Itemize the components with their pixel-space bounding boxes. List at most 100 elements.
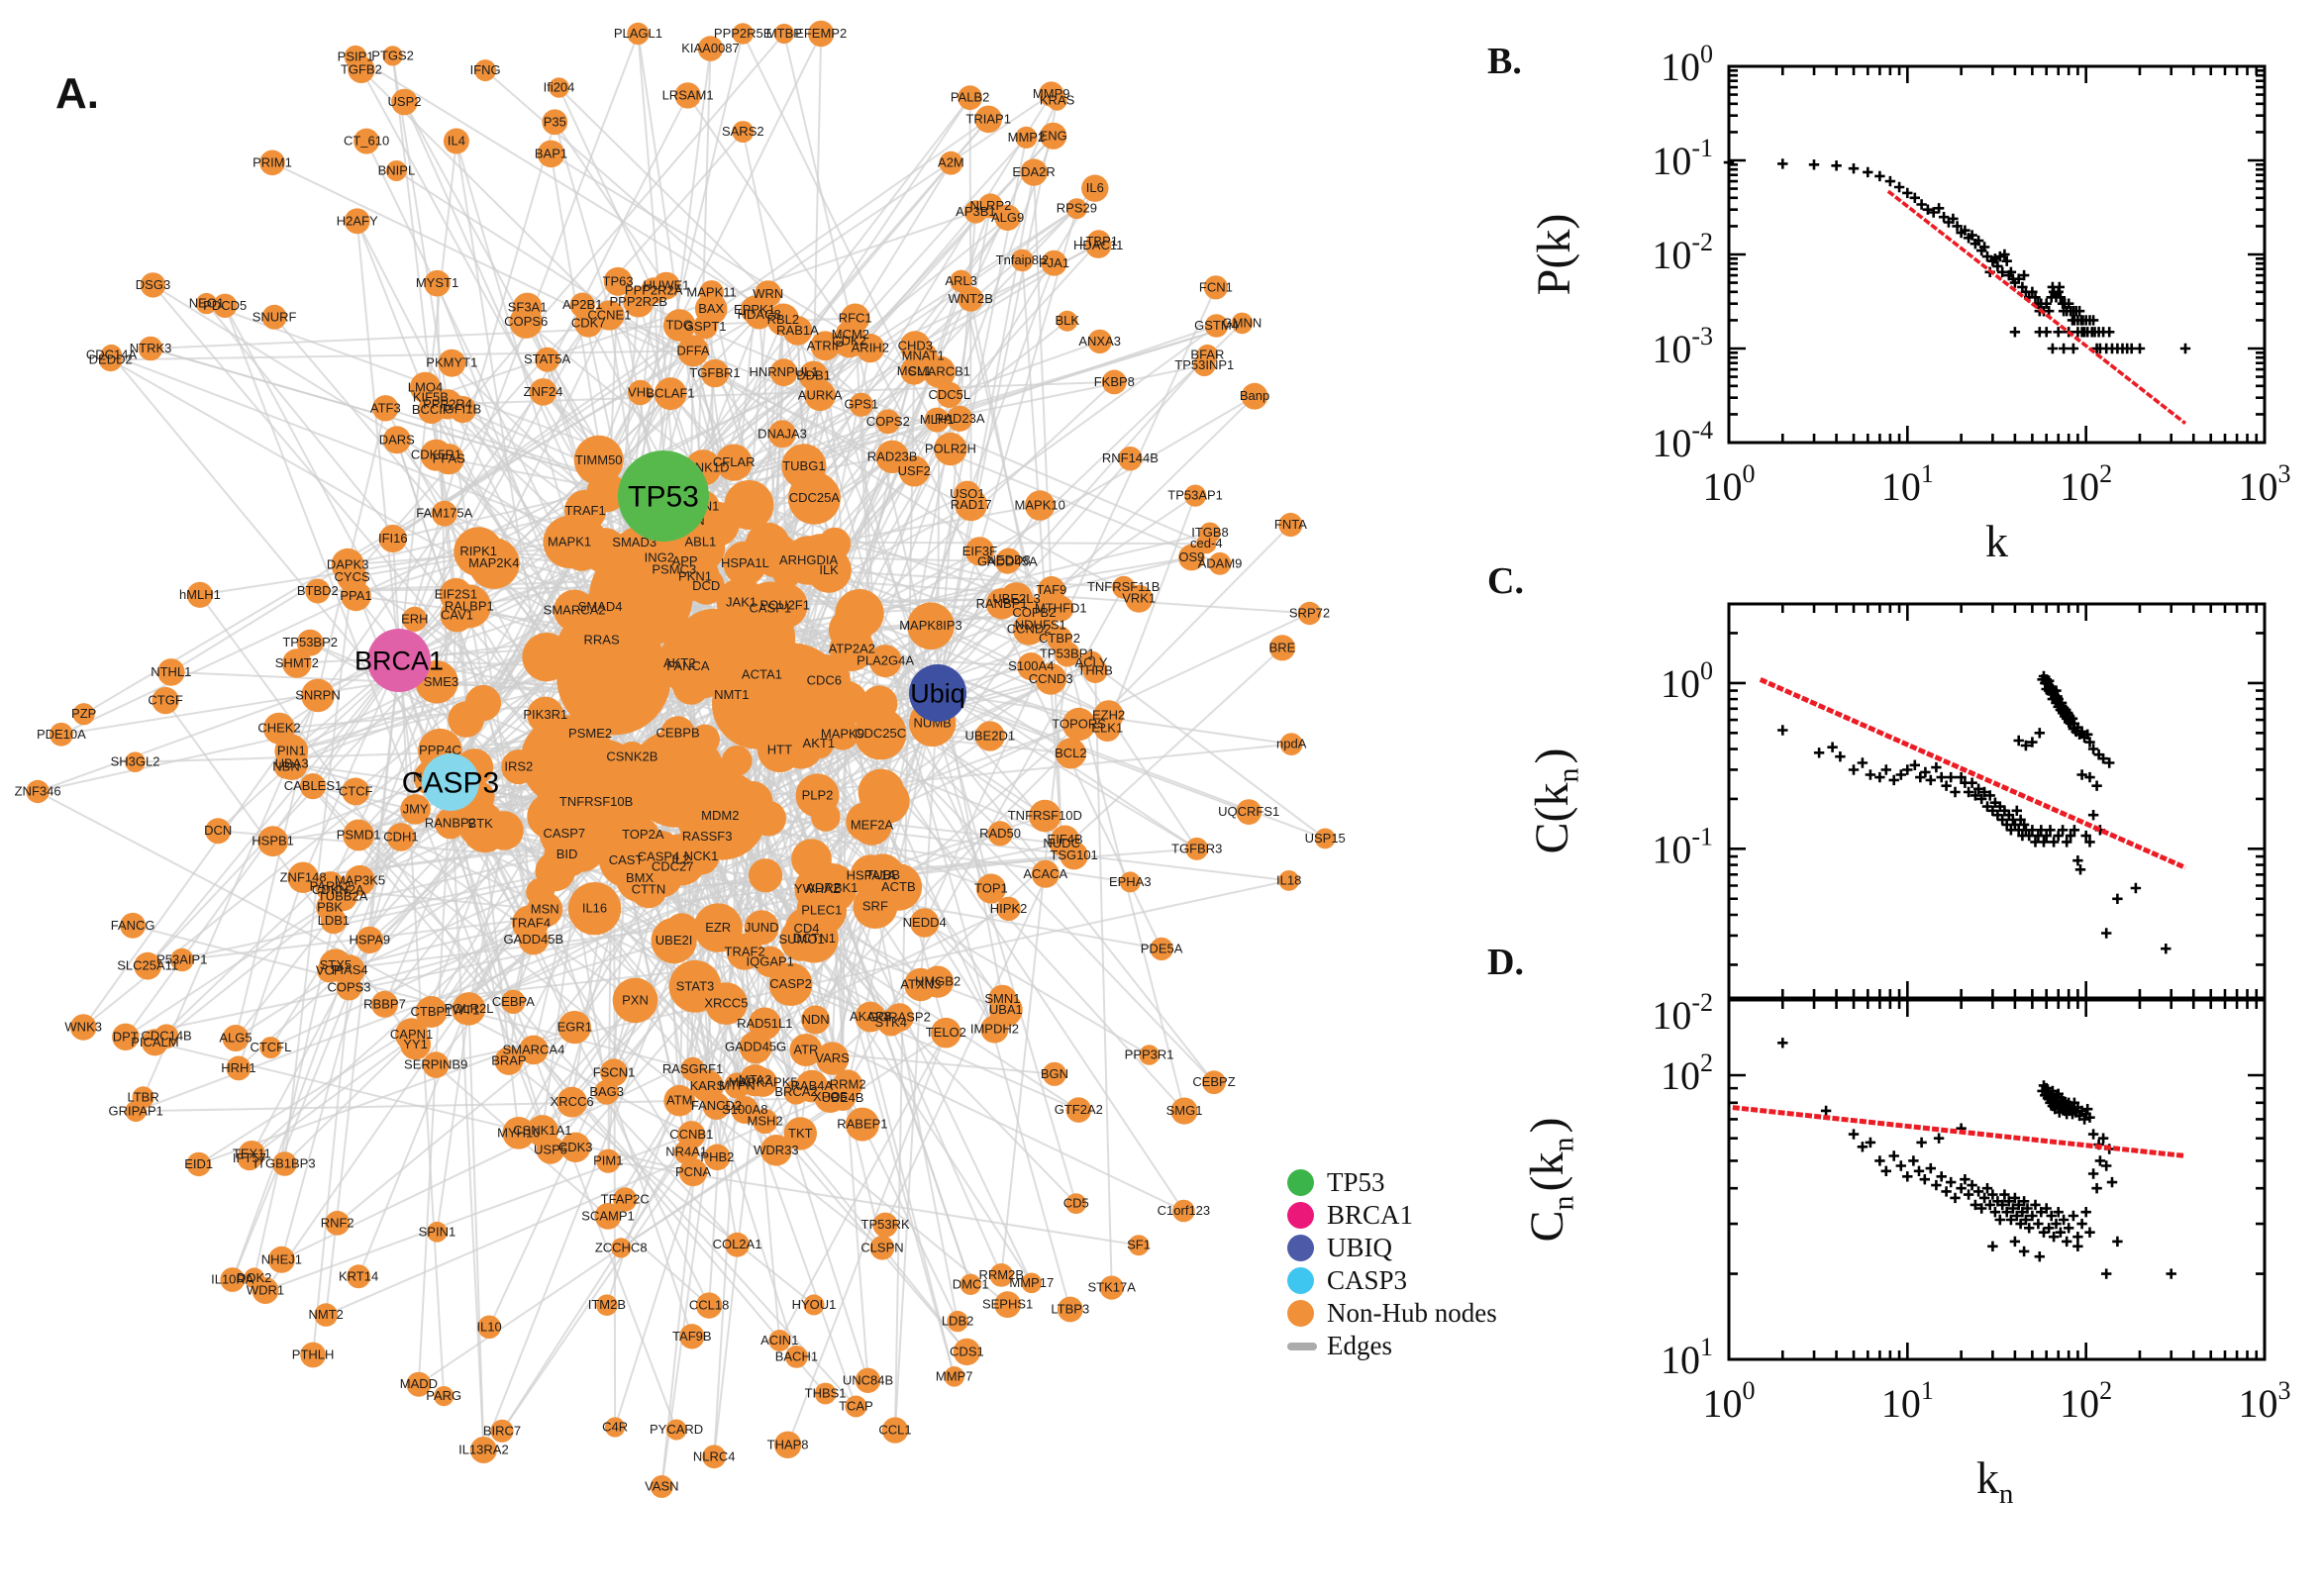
network-node[interactable] — [538, 738, 656, 856]
network-node[interactable] — [299, 773, 327, 800]
network-node[interactable] — [700, 358, 730, 388]
network-node[interactable] — [613, 1187, 638, 1212]
network-node[interactable] — [1196, 533, 1217, 554]
network-node[interactable] — [749, 858, 783, 893]
network-node[interactable] — [704, 1144, 731, 1171]
network-node[interactable] — [663, 1084, 695, 1117]
network-node[interactable] — [953, 1338, 981, 1366]
network-node[interactable] — [996, 896, 1021, 922]
network-node[interactable] — [452, 996, 480, 1025]
network-node[interactable] — [835, 589, 884, 639]
network-node[interactable] — [664, 913, 699, 948]
network-node[interactable] — [314, 1303, 339, 1327]
network-node[interactable] — [263, 712, 295, 745]
network-node[interactable] — [856, 334, 885, 363]
network-node[interactable] — [996, 548, 1022, 573]
network-node[interactable] — [964, 537, 995, 566]
network-node[interactable] — [936, 381, 962, 408]
network-node[interactable] — [1172, 1199, 1195, 1223]
network-node[interactable] — [1101, 369, 1127, 395]
network-node[interactable] — [434, 1386, 454, 1407]
network-node[interactable] — [1202, 1070, 1226, 1095]
network-node[interactable] — [257, 826, 288, 857]
network-node[interactable] — [273, 754, 299, 779]
network-node[interactable] — [120, 912, 146, 939]
network-node[interactable] — [875, 409, 901, 435]
network-node[interactable] — [535, 347, 560, 372]
network-node[interactable] — [586, 472, 627, 513]
network-node[interactable] — [958, 85, 982, 111]
network-node[interactable] — [818, 527, 852, 560]
network-node[interactable] — [594, 300, 625, 331]
network-node[interactable] — [753, 1108, 778, 1135]
network-node[interactable] — [679, 1324, 705, 1349]
network-node[interactable] — [864, 778, 910, 824]
network-node[interactable] — [773, 23, 795, 45]
network-node[interactable] — [50, 722, 73, 747]
network-node[interactable] — [725, 1232, 750, 1257]
network-node[interactable] — [138, 336, 163, 361]
network-node[interactable] — [944, 1366, 964, 1387]
network-node[interactable] — [694, 292, 728, 326]
network-node[interactable] — [705, 982, 748, 1025]
network-node[interactable] — [341, 580, 371, 612]
network-node[interactable] — [220, 1267, 246, 1292]
network-node[interactable] — [170, 948, 194, 972]
network-node[interactable] — [372, 395, 399, 422]
network-node[interactable] — [319, 948, 353, 982]
network-node[interactable] — [845, 1395, 867, 1418]
network-node[interactable] — [1086, 230, 1111, 254]
network-node[interactable] — [653, 836, 681, 865]
network-node[interactable] — [213, 293, 238, 318]
network-node[interactable] — [721, 746, 753, 776]
network-node[interactable] — [603, 266, 633, 296]
network-node[interactable] — [406, 1371, 432, 1397]
network-node[interactable] — [272, 1151, 297, 1176]
network-node[interactable] — [1021, 1272, 1043, 1294]
network-node[interactable] — [974, 105, 1002, 134]
network-node[interactable] — [791, 839, 832, 880]
network-node[interactable] — [677, 335, 709, 367]
network-node[interactable] — [960, 1273, 981, 1296]
network-node[interactable] — [773, 1431, 802, 1459]
network-node[interactable] — [300, 1342, 326, 1368]
network-node[interactable] — [226, 1055, 252, 1081]
network-node[interactable] — [731, 1096, 759, 1125]
network-node[interactable] — [989, 1263, 1014, 1287]
network-node[interactable] — [947, 1310, 968, 1333]
network-node[interactable] — [535, 851, 575, 892]
network-node[interactable] — [1128, 1235, 1150, 1256]
network-node[interactable] — [287, 861, 319, 893]
network-node[interactable] — [501, 989, 526, 1014]
network-node[interactable] — [724, 480, 774, 530]
network-node[interactable] — [1011, 249, 1034, 272]
network-node[interactable] — [740, 295, 769, 325]
network-node[interactable] — [1057, 1296, 1083, 1323]
network-node[interactable] — [259, 150, 285, 176]
network-node[interactable] — [1185, 837, 1209, 860]
network-node[interactable] — [845, 1107, 879, 1142]
network-node[interactable] — [560, 1132, 591, 1163]
network-node[interactable] — [325, 1210, 351, 1236]
network-node[interactable] — [1208, 551, 1232, 575]
network-node[interactable] — [347, 1264, 371, 1289]
network-node[interactable] — [427, 1221, 448, 1243]
network-node[interactable] — [1020, 158, 1048, 186]
network-node[interactable] — [355, 926, 383, 954]
network-node[interactable] — [814, 1382, 837, 1405]
network-node[interactable] — [899, 331, 931, 362]
network-node[interactable] — [783, 1117, 817, 1150]
network-node[interactable] — [1196, 344, 1219, 366]
network-node[interactable] — [815, 1042, 850, 1075]
network-node[interactable] — [749, 1067, 778, 1097]
network-node[interactable] — [678, 1157, 708, 1187]
network-node[interactable] — [395, 1018, 429, 1051]
network-node[interactable] — [386, 823, 416, 851]
network-node[interactable] — [1042, 1061, 1066, 1086]
network-node[interactable] — [296, 629, 324, 656]
network-node[interactable] — [549, 77, 569, 98]
network-node[interactable] — [855, 1367, 881, 1394]
network-node[interactable] — [1268, 635, 1296, 661]
network-node[interactable] — [1048, 595, 1074, 622]
network-node[interactable] — [569, 292, 595, 318]
